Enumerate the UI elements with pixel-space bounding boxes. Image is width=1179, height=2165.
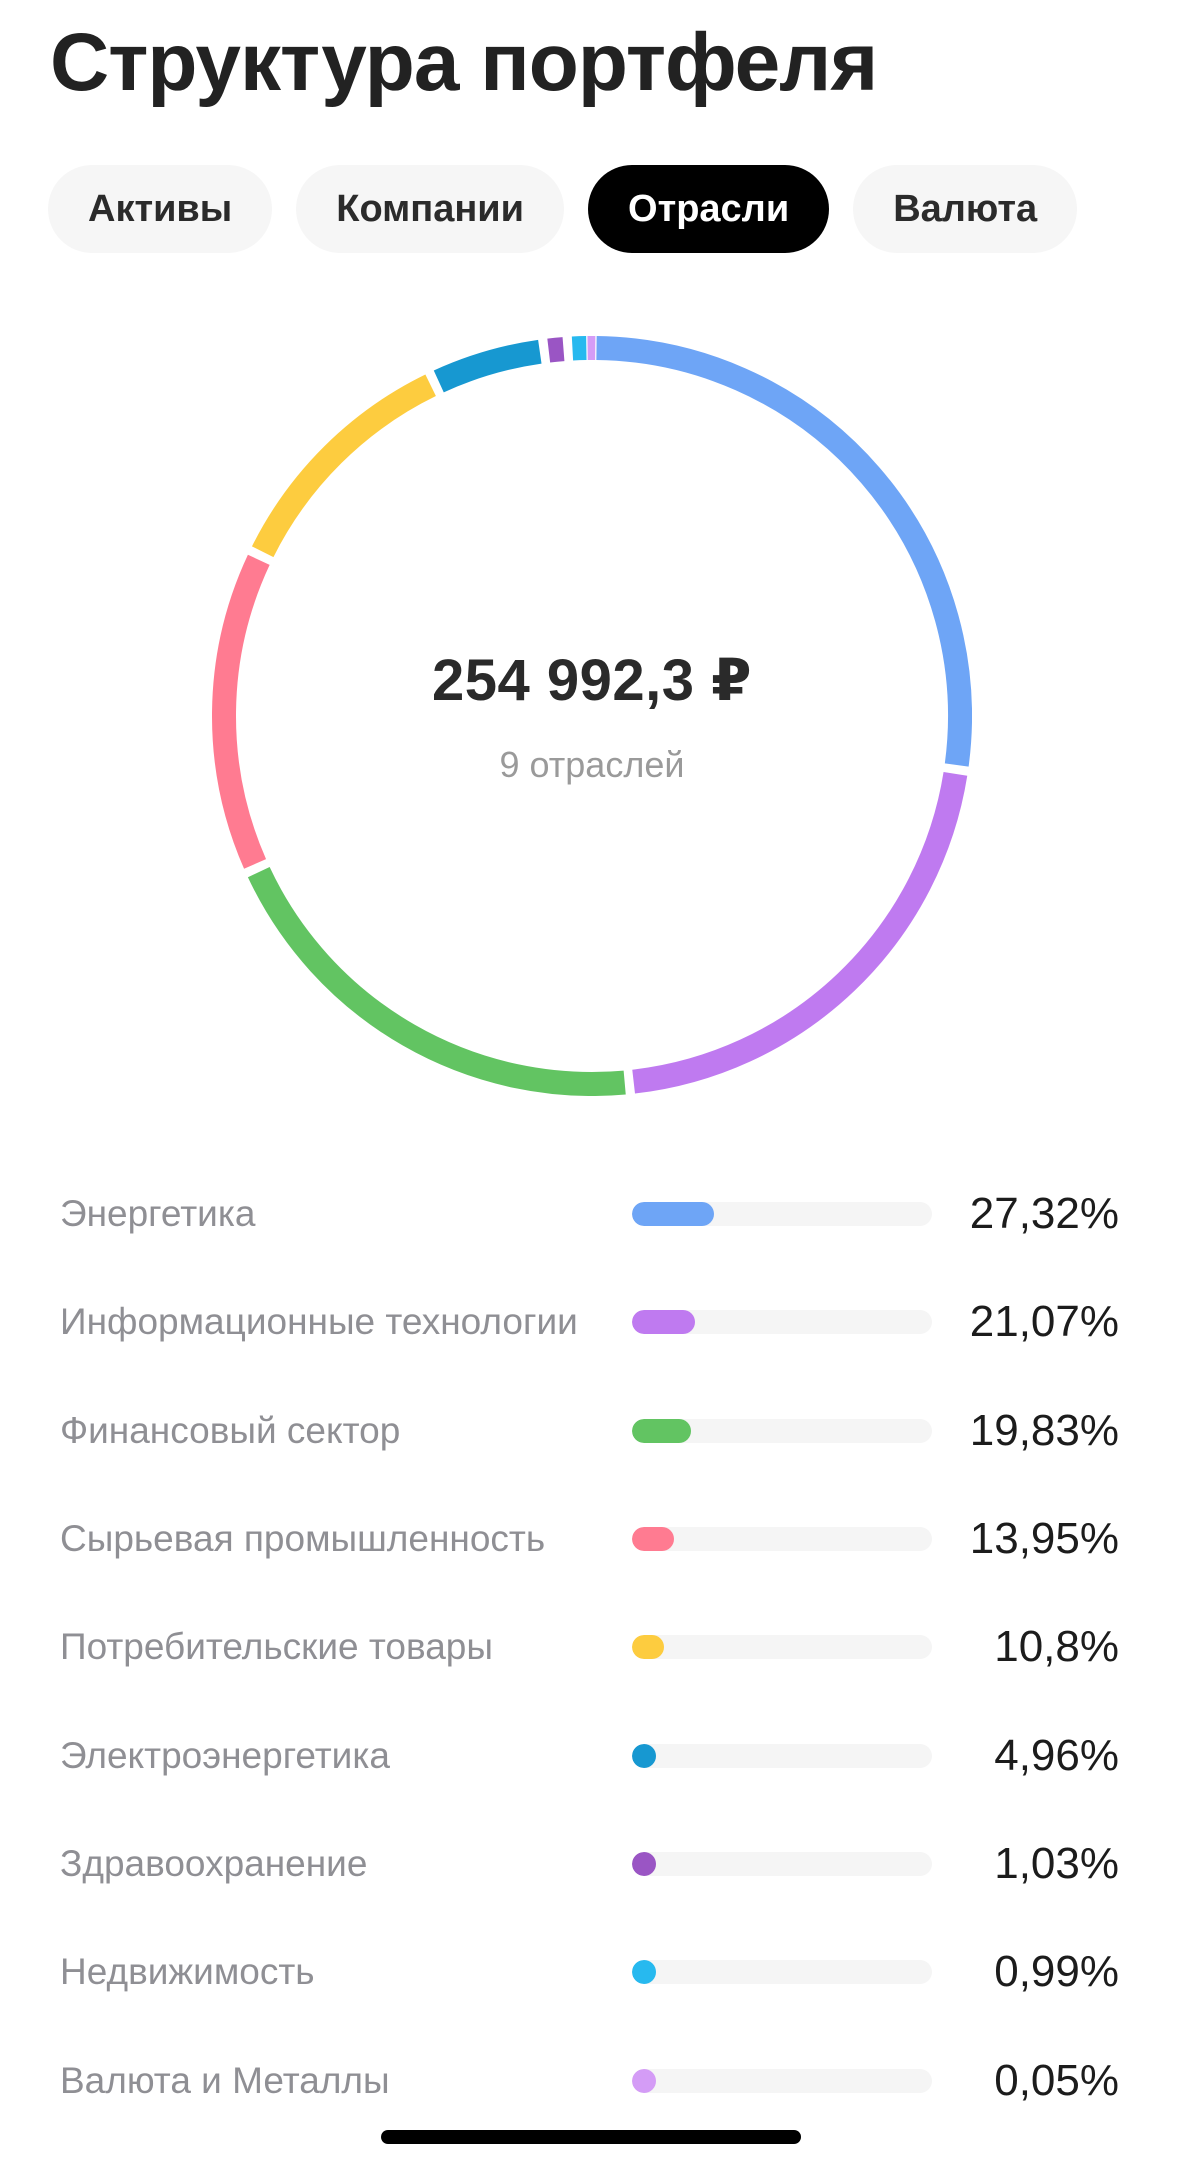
legend-bar-track [632,1202,932,1227]
tab-bar: Активы Компании Отрасли Валюта [48,165,1078,253]
sector-legend: Энергетика 27,32% Информационные технологи… [0,1160,1179,2135]
legend-row-healthcare[interactable]: Здравоохранение 1,03% [0,1810,1179,1918]
sector-count: 9 отраслей [499,744,685,785]
legend-bar-fill [632,1635,665,1660]
legend-row-consumer-goods[interactable]: Потребительские товары 10,8% [0,1593,1179,1701]
donut-chart: 254 992,3 ₽ 9 отраслей [212,336,972,1096]
legend-bar-fill [632,1960,656,1985]
legend-percent: 10,8% [994,1622,1119,1672]
donut-segment[interactable] [247,867,626,1096]
legend-bar-fill [632,1743,656,1768]
legend-bar-track [632,1960,932,1985]
legend-bar-track [632,1743,932,1768]
legend-label: Недвижимость [60,1951,315,1993]
tab-companies[interactable]: Компании [296,165,565,253]
legend-row-real-estate[interactable]: Недвижимость 0,99% [0,1918,1179,2026]
donut-segment[interactable] [433,339,542,393]
legend-bar-fill [632,2068,656,2093]
legend-label: Сырьевая промышленность [60,1518,546,1560]
donut-segment[interactable] [596,336,972,767]
legend-label: Валюта и Металлы [60,2059,390,2101]
legend-bar-track [632,1418,932,1443]
donut-segment[interactable] [251,374,436,558]
legend-bar-track [632,1851,932,1876]
donut-segment[interactable] [632,772,968,1094]
legend-percent: 0,99% [994,1947,1119,1997]
home-indicator [381,2130,801,2144]
tab-assets[interactable]: Активы [48,165,273,253]
legend-label: Финансовый сектор [60,1409,401,1451]
donut-center: 254 992,3 ₽ 9 отраслей [212,336,972,1096]
legend-bar-track [632,1635,932,1660]
donut-chart-svg [212,336,972,1096]
legend-percent: 4,96% [994,1730,1119,1780]
legend-row-raw-materials[interactable]: Сырьевая промышленность 13,95% [0,1485,1179,1593]
tab-sectors[interactable]: Отрасли [588,165,830,253]
legend-row-financial[interactable]: Финансовый сектор 19,83% [0,1377,1179,1485]
legend-percent: 27,32% [969,1189,1119,1239]
legend-label: Потребительские товары [60,1626,493,1668]
legend-row-it[interactable]: Информационные технологии 21,07% [0,1268,1179,1376]
legend-bar-fill [632,1418,692,1443]
legend-bar-track [632,1310,932,1335]
legend-label: Здравоохранение [60,1842,368,1884]
legend-bar-track [632,2068,932,2093]
legend-label: Энергетика [60,1193,256,1235]
portfolio-total: 254 992,3 ₽ [432,648,752,713]
legend-bar-fill [632,1202,714,1227]
legend-percent: 13,95% [969,1514,1119,1564]
legend-percent: 19,83% [969,1405,1119,1455]
legend-row-electric-power[interactable]: Электроэнергетика 4,96% [0,1701,1179,1809]
donut-segment[interactable] [212,554,270,869]
legend-bar-track [632,1527,932,1552]
legend-percent: 21,07% [969,1297,1119,1347]
legend-percent: 0,05% [994,2055,1119,2105]
page-title: Структура портфеля [50,17,878,108]
tab-currency[interactable]: Валюта [853,165,1078,253]
legend-bar-fill [632,1851,656,1876]
legend-label: Информационные технологии [60,1301,578,1343]
legend-row-currency-metals[interactable]: Валюта и Металлы 0,05% [0,2026,1179,2134]
legend-row-energy[interactable]: Энергетика 27,32% [0,1160,1179,1268]
legend-bar-fill [632,1527,674,1552]
legend-percent: 1,03% [994,1838,1119,1888]
legend-label: Электроэнергетика [60,1734,390,1776]
legend-bar-fill [632,1310,696,1335]
donut-segment[interactable] [547,337,565,363]
